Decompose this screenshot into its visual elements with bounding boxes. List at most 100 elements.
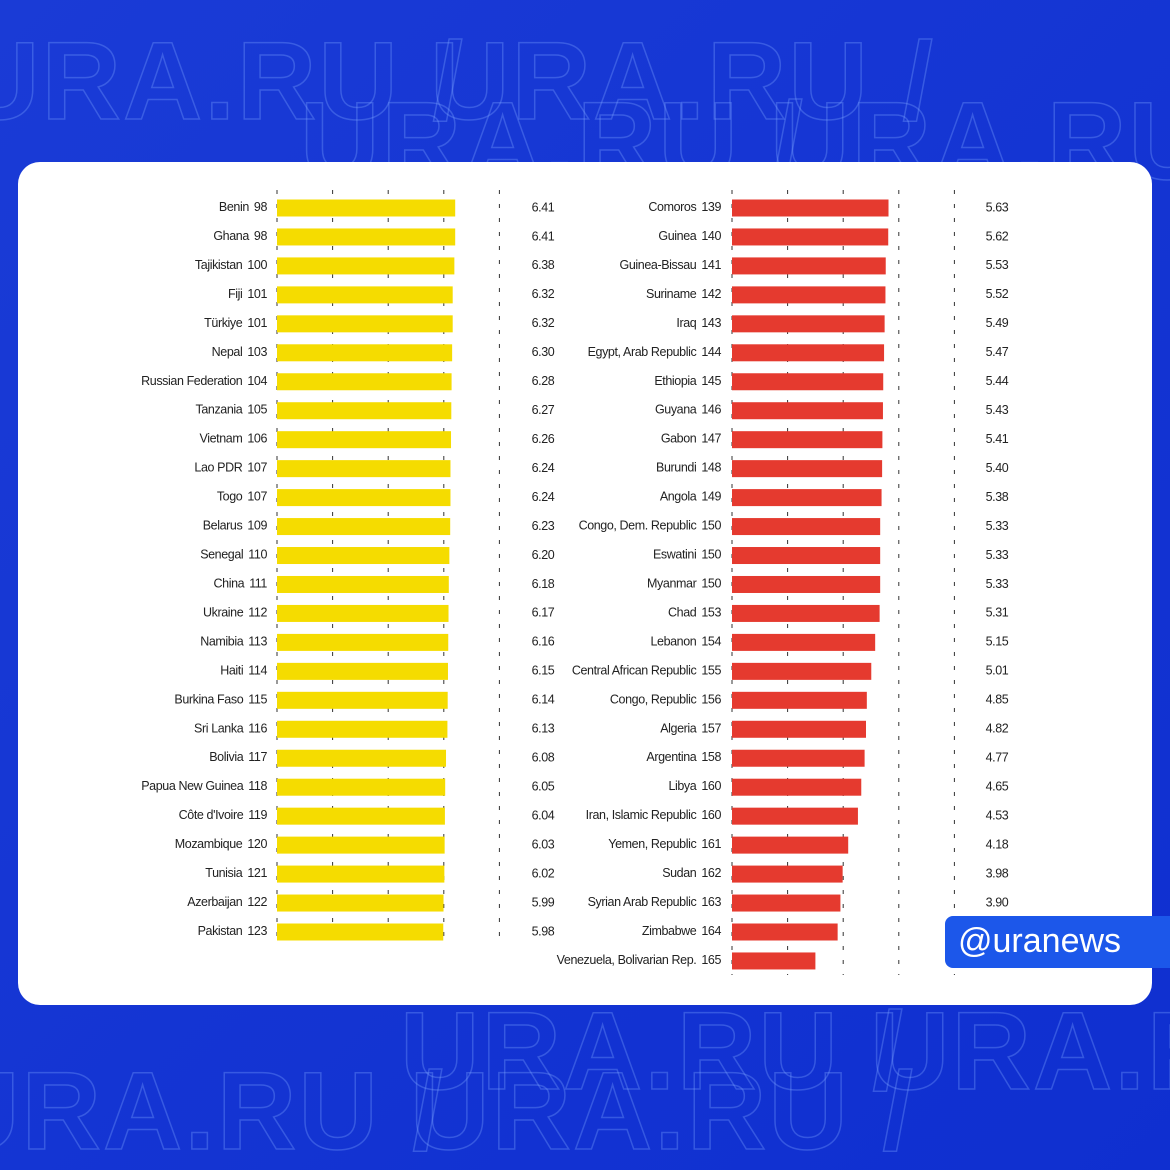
country-name: Congo, Dem. Republic	[579, 519, 697, 533]
rank: 105	[247, 403, 267, 417]
bar	[732, 489, 882, 507]
bar	[277, 344, 453, 362]
rank: 101	[247, 287, 267, 301]
country-name: Bolivia	[209, 751, 243, 765]
country-name: Lao PDR	[194, 461, 242, 475]
country-name: Zimbabwe	[642, 924, 697, 938]
value-label: 6.30	[532, 345, 555, 359]
bar	[732, 460, 883, 478]
row-label: Myanmar 150	[647, 577, 721, 591]
value-label: 6.17	[532, 606, 555, 620]
row-label: Burundi 148	[656, 461, 721, 475]
row-label: Lebanon 154	[650, 635, 721, 649]
row-label: Syrian Arab Republic 163	[588, 895, 722, 909]
bar	[732, 836, 849, 854]
country-name: Egypt, Arab Republic	[588, 345, 697, 359]
value-label: 6.04	[532, 808, 555, 822]
rank: 101	[247, 316, 267, 330]
country-name: Haiti	[220, 664, 243, 678]
value-label: 5.98	[532, 924, 555, 938]
bar	[732, 865, 843, 883]
country-name: Suriname	[646, 287, 697, 301]
bar	[732, 402, 883, 420]
rank: 157	[701, 722, 721, 736]
bar	[277, 431, 452, 449]
rank: 114	[248, 664, 267, 678]
value-label: 6.05	[532, 779, 555, 793]
country-name: Angola	[660, 490, 697, 504]
bar	[732, 923, 838, 941]
row-label: Sri Lanka 116	[194, 722, 267, 736]
row-label: Ukraine 112	[203, 606, 267, 620]
row-label: Türkiye 101	[204, 316, 267, 330]
value-label: 6.32	[532, 316, 555, 330]
row-label: Algeria 157	[660, 722, 721, 736]
value-label: 6.14	[532, 693, 555, 707]
value-label: 4.18	[986, 837, 1009, 851]
background-text: URA.RU /	[410, 1050, 915, 1170]
country-name: Yemen, Republic	[608, 837, 696, 851]
country-name: Ukraine	[203, 606, 244, 620]
rank: 144	[701, 345, 721, 359]
row-label: Guyana 146	[655, 403, 721, 417]
country-name: Nepal	[212, 345, 243, 359]
value-label: 5.38	[986, 490, 1009, 504]
bar	[732, 344, 885, 362]
value-label: 5.41	[986, 432, 1009, 446]
rank: 100	[247, 258, 267, 272]
row-label: Senegal 110	[200, 548, 267, 562]
rank: 115	[248, 693, 267, 707]
row-label: Iran, Islamic Republic 160	[586, 808, 722, 822]
rank: 98	[254, 229, 268, 243]
row-label: Russian Federation 104	[141, 374, 267, 388]
row-label: Gabon 147	[661, 432, 722, 446]
bar	[732, 807, 858, 825]
rank: 160	[701, 808, 721, 822]
value-label: 5.44	[986, 374, 1009, 388]
rank: 113	[248, 635, 267, 649]
bar	[732, 547, 881, 565]
bar	[277, 373, 452, 391]
bar	[732, 518, 881, 536]
rank: 122	[247, 895, 267, 909]
rank: 123	[247, 924, 267, 938]
country-name: Azerbaijan	[187, 895, 243, 909]
rank: 143	[701, 316, 721, 330]
bar	[277, 547, 450, 565]
bar	[732, 720, 866, 738]
rank: 150	[701, 548, 721, 562]
country-name: Mozambique	[175, 837, 243, 851]
value-label: 6.38	[532, 258, 555, 272]
country-name: Venezuela, Bolivarian Rep.	[557, 953, 697, 967]
country-name: Guinea-Bissau	[620, 258, 697, 272]
value-label: 6.41	[532, 200, 555, 214]
value-label: 5.52	[986, 287, 1009, 301]
value-label: 6.24	[532, 461, 555, 475]
bar	[277, 807, 445, 825]
country-name: Burundi	[656, 461, 696, 475]
rank: 139	[701, 200, 721, 214]
background-text: URA.RU /	[430, 20, 935, 143]
value-label: 6.20	[532, 548, 555, 562]
row-label: Guinea-Bissau 141	[620, 258, 722, 272]
country-name: Algeria	[660, 722, 697, 736]
value-label: 3.98	[986, 866, 1009, 880]
country-name: Togo	[217, 490, 243, 504]
bar	[732, 778, 862, 796]
country-name: Iran, Islamic Republic	[586, 808, 697, 822]
row-label: Venezuela, Bolivarian Rep. 165	[557, 953, 722, 967]
bar	[277, 865, 445, 883]
row-label: Zimbabwe 164	[642, 924, 722, 938]
country-name: Fiji	[228, 287, 242, 301]
row-label: Azerbaijan 122	[187, 895, 267, 909]
value-label: 5.49	[986, 316, 1009, 330]
value-label: 6.02	[532, 866, 555, 880]
country-name: Gabon	[661, 432, 697, 446]
row-label: Lao PDR 107	[194, 461, 267, 475]
rank: 120	[247, 837, 267, 851]
row-label: Belarus 109	[203, 519, 268, 533]
country-name: China	[214, 577, 245, 591]
country-name: Guyana	[655, 403, 697, 417]
country-name: Comoros	[648, 200, 696, 214]
